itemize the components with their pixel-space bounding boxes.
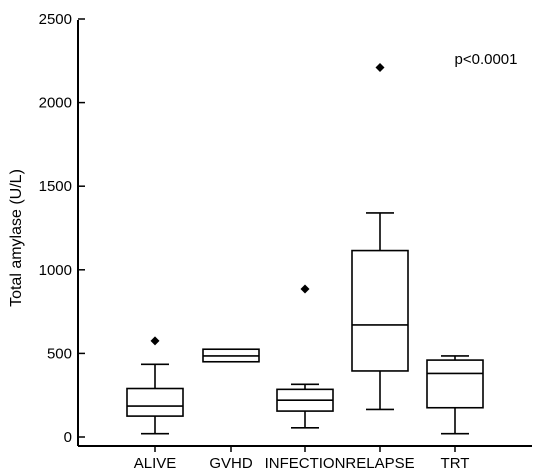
- outlier-point: [375, 62, 385, 72]
- box-alive: [126, 336, 184, 435]
- x-ticks: ALIVE GVHD INFECTION RELAPSE TRT: [134, 446, 470, 472]
- box-trt: [426, 355, 484, 435]
- iqr-box: [426, 359, 484, 409]
- y-tick-label: 2000: [39, 95, 72, 112]
- x-tick-label: RELAPSE: [345, 455, 414, 472]
- x-tick-label: TRT: [441, 455, 470, 472]
- iqr-box: [351, 249, 409, 372]
- box-relapse: [351, 62, 409, 411]
- y-tick-label: 1000: [39, 262, 72, 279]
- outlier-point: [300, 284, 310, 294]
- box-series: [126, 62, 484, 435]
- y-tick-label: 0: [64, 429, 72, 446]
- p-value-annotation: p<0.0001: [455, 51, 518, 68]
- outlier-point: [150, 336, 160, 346]
- box-gvhd: [202, 348, 260, 363]
- y-axis-title: Total amylase (U/L): [8, 169, 25, 307]
- box-infection: [276, 284, 334, 429]
- x-tick-label: INFECTION: [265, 455, 346, 472]
- x-tick-label: GVHD: [209, 455, 253, 472]
- axes: [77, 20, 532, 447]
- y-ticks: 0 500 1000 1500 2000 2500: [39, 11, 85, 446]
- y-tick-label: 500: [47, 345, 72, 362]
- iqr-box: [126, 387, 184, 417]
- y-tick-label: 1500: [39, 178, 72, 195]
- y-tick-label: 2500: [39, 11, 72, 28]
- x-tick-label: ALIVE: [134, 455, 177, 472]
